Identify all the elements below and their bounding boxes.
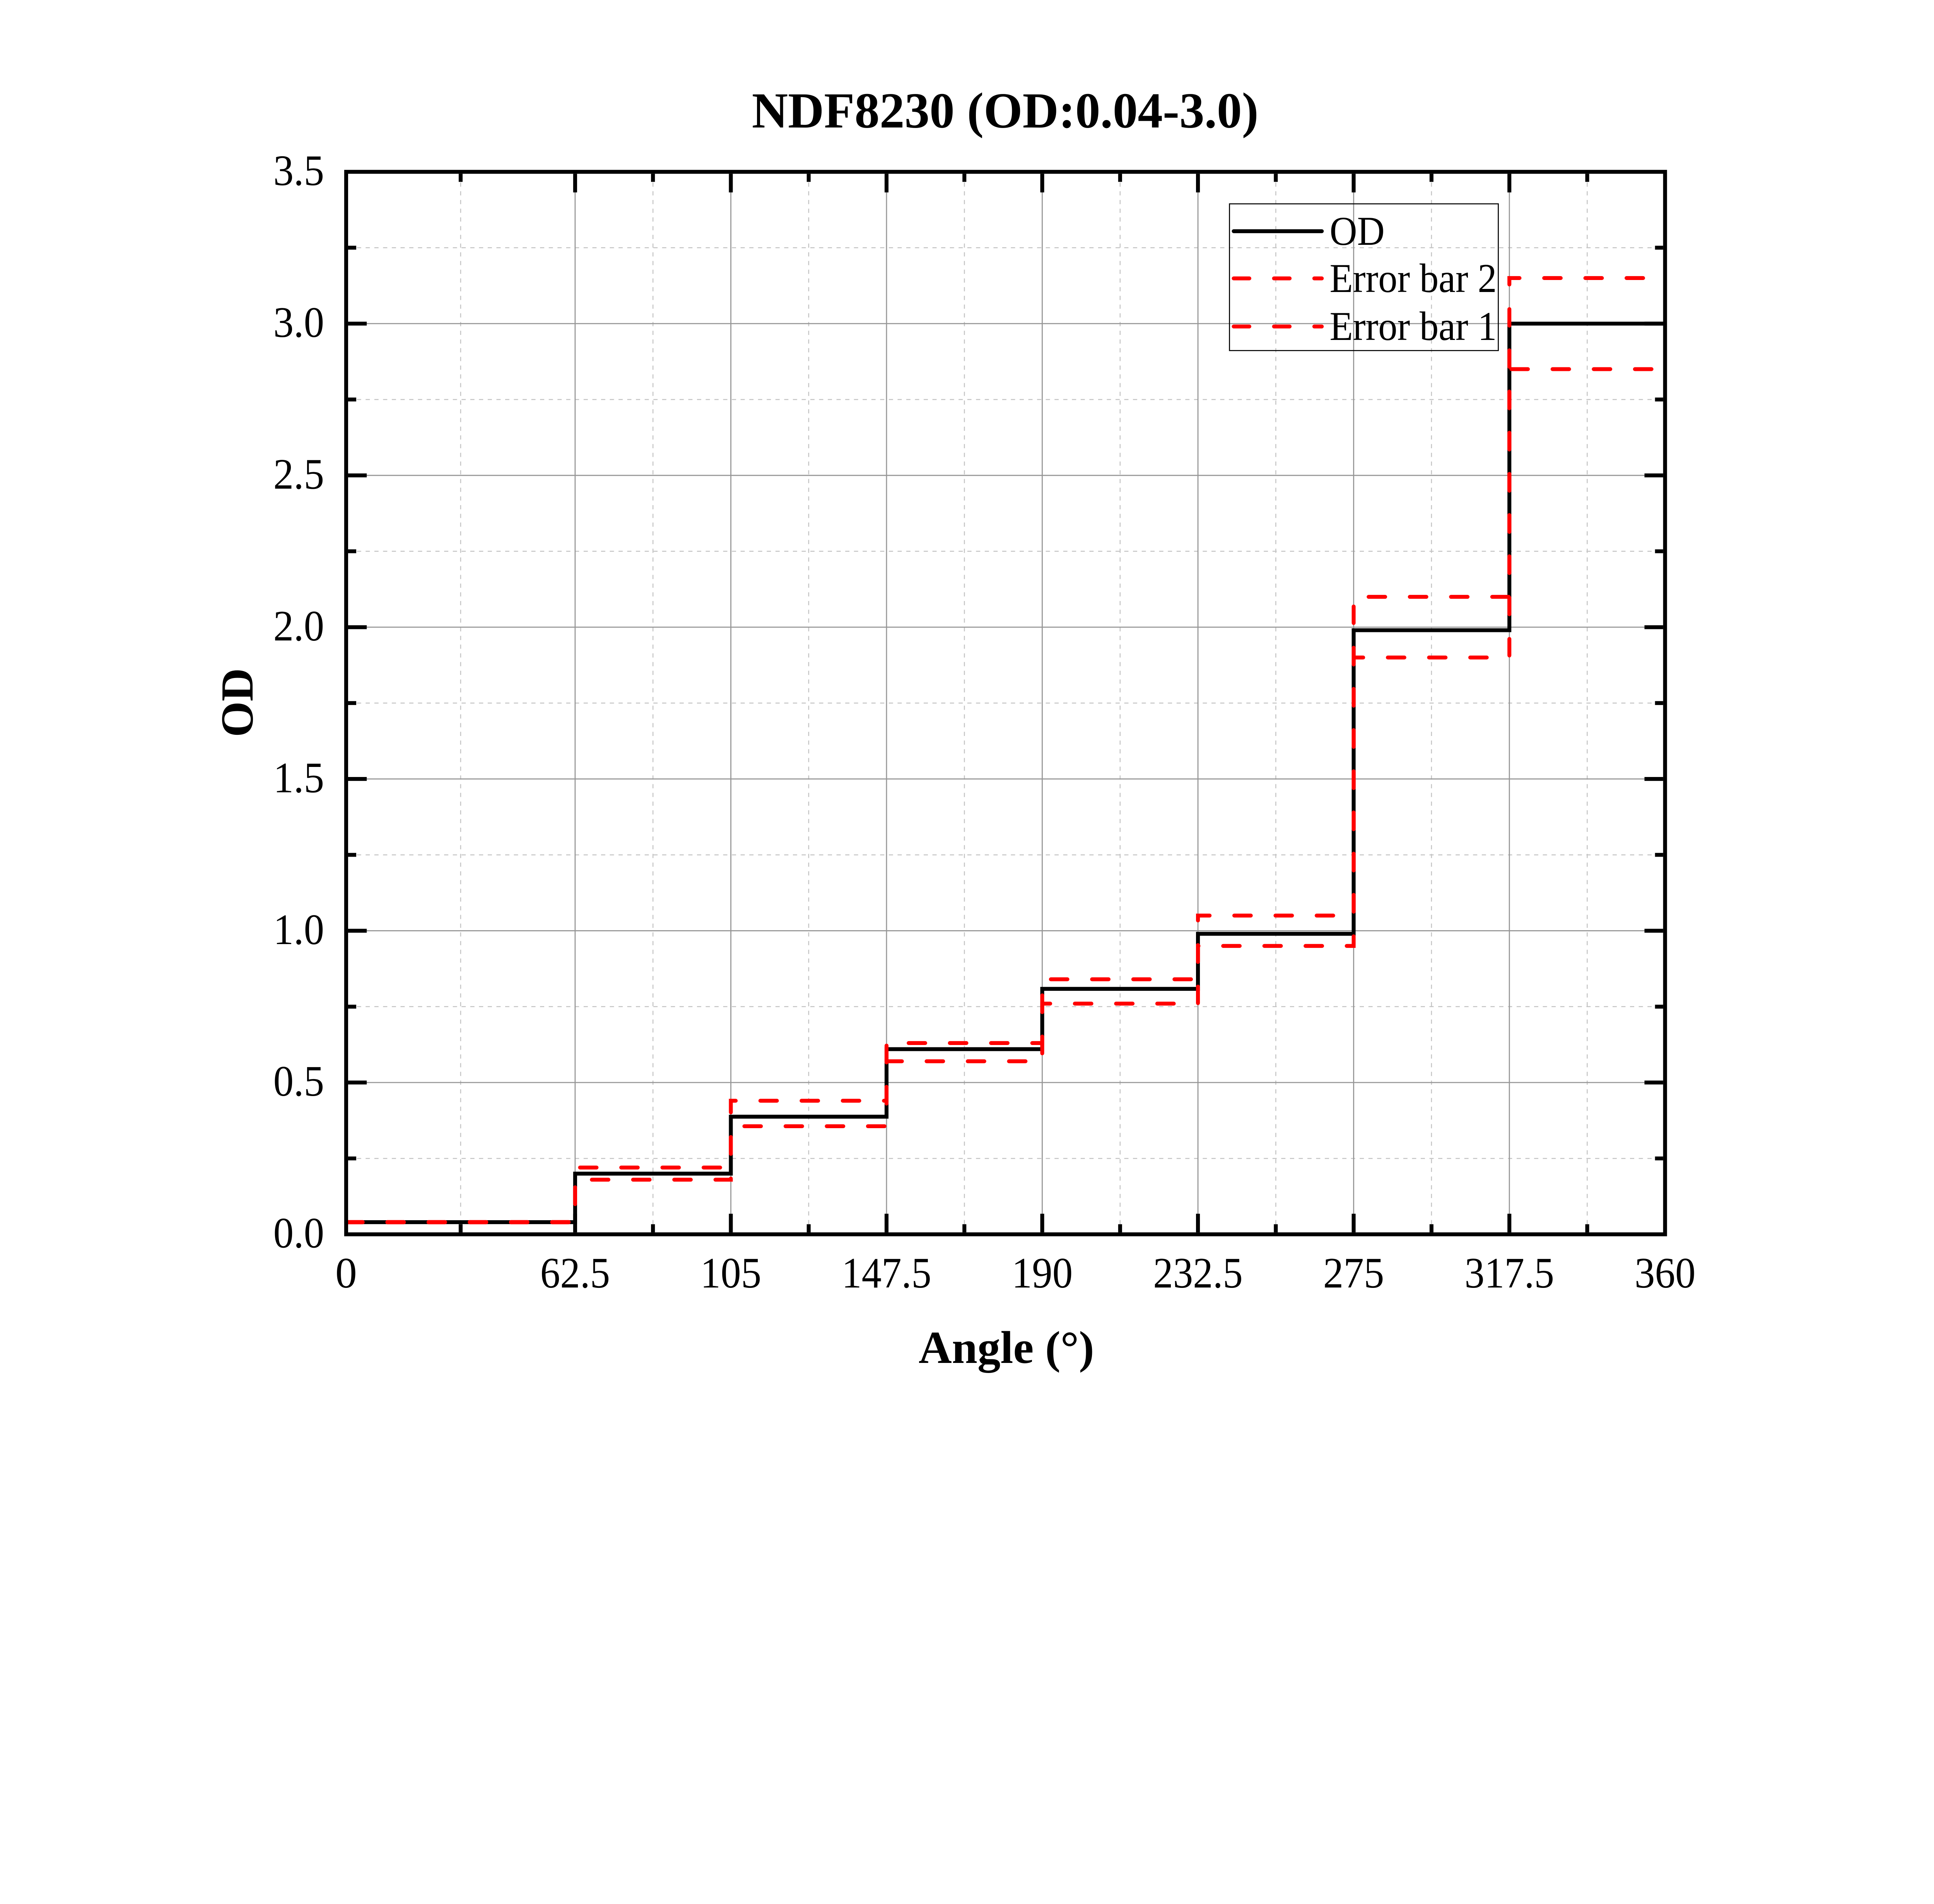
svg-text:Error bar 1: Error bar 1	[1329, 304, 1497, 349]
svg-text:Angle (°): Angle (°)	[919, 1322, 1094, 1373]
svg-text:275: 275	[1323, 1249, 1384, 1297]
svg-text:317.5: 317.5	[1464, 1249, 1554, 1297]
svg-text:1.0: 1.0	[273, 906, 324, 954]
svg-text:Error bar 2: Error bar 2	[1329, 256, 1497, 301]
svg-text:NDF8230 (OD:0.04-3.0): NDF8230 (OD:0.04-3.0)	[752, 83, 1259, 139]
svg-text:OD: OD	[212, 668, 263, 737]
svg-text:232.5: 232.5	[1153, 1249, 1243, 1297]
svg-text:62.5: 62.5	[540, 1249, 610, 1297]
svg-text:2.0: 2.0	[273, 602, 324, 650]
svg-text:3.5: 3.5	[273, 147, 324, 195]
svg-text:1.5: 1.5	[273, 754, 324, 802]
svg-text:0: 0	[335, 1249, 357, 1297]
svg-text:360: 360	[1635, 1249, 1696, 1297]
svg-text:147.5: 147.5	[842, 1249, 931, 1297]
svg-text:0.0: 0.0	[273, 1209, 324, 1257]
svg-text:105: 105	[700, 1249, 762, 1297]
svg-text:OD: OD	[1329, 208, 1384, 254]
svg-text:3.0: 3.0	[273, 299, 324, 347]
svg-text:0.5: 0.5	[273, 1057, 324, 1105]
svg-text:2.5: 2.5	[273, 450, 324, 498]
svg-text:190: 190	[1012, 1249, 1073, 1297]
